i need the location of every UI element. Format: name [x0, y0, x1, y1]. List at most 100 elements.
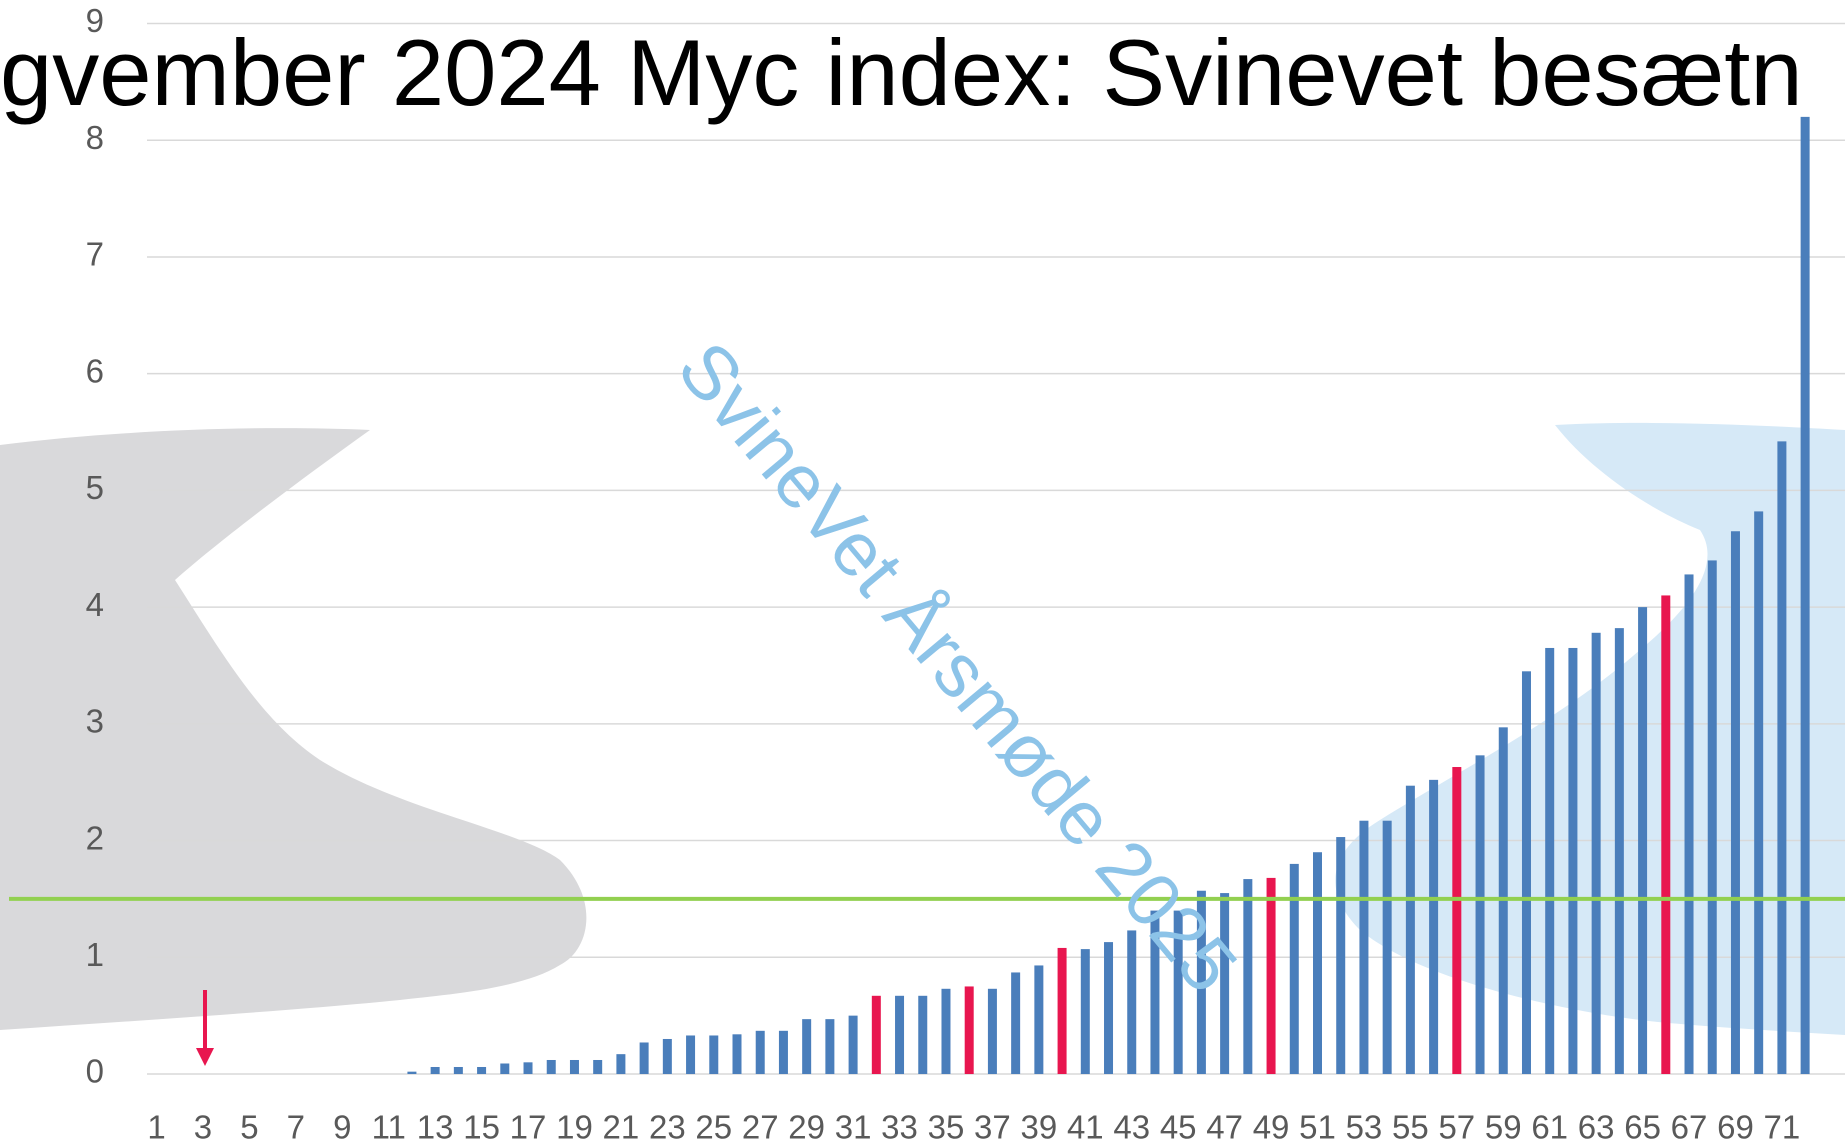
y-tick-label: 9 [86, 2, 104, 39]
bar [616, 1054, 626, 1074]
x-tick-label: 27 [742, 1109, 779, 1146]
bar [1336, 837, 1346, 1074]
bar [709, 1035, 719, 1074]
x-tick-label: 49 [1253, 1109, 1290, 1146]
x-tick-label: 25 [695, 1109, 732, 1146]
bar [1475, 755, 1485, 1074]
bar [1429, 779, 1439, 1074]
bar [1591, 632, 1601, 1074]
bar [755, 1030, 765, 1074]
bar [1614, 628, 1624, 1074]
bar [825, 1019, 835, 1074]
bar [1382, 820, 1392, 1074]
x-tick-label: 23 [649, 1109, 686, 1146]
x-tick-label: 29 [788, 1109, 825, 1146]
bar [871, 995, 881, 1074]
bar [1707, 560, 1717, 1074]
background-shape [1335, 422, 1845, 1035]
bar [1800, 116, 1810, 1074]
x-tick-label: 69 [1717, 1109, 1754, 1146]
bar [1638, 607, 1648, 1074]
x-tick-label: 39 [1021, 1109, 1058, 1146]
x-tick-label: 7 [287, 1109, 305, 1146]
bar [895, 995, 905, 1074]
bar [1243, 879, 1253, 1074]
x-tick-label: 55 [1392, 1109, 1429, 1146]
bar [500, 1063, 510, 1074]
bar [964, 986, 974, 1074]
y-tick-label: 5 [86, 469, 104, 506]
y-tick-label: 1 [86, 936, 104, 973]
x-tick-label: 41 [1067, 1109, 1104, 1146]
y-tick-label: 3 [86, 703, 104, 740]
bar [1011, 972, 1021, 1074]
chart-title: gvember 2024 Myc index: Svinevet besætn [0, 20, 1803, 125]
x-tick-label: 21 [603, 1109, 640, 1146]
bar [430, 1066, 440, 1074]
x-tick-label: 45 [1160, 1109, 1197, 1146]
bar [569, 1059, 579, 1074]
bar [1220, 893, 1230, 1074]
bar [1684, 574, 1694, 1074]
x-tick-label: 31 [835, 1109, 872, 1146]
bar [1196, 890, 1206, 1074]
y-tick-label: 7 [86, 236, 104, 273]
bar [593, 1059, 603, 1074]
x-tick-label: 13 [417, 1109, 454, 1146]
bar [1661, 595, 1671, 1074]
x-tick-label: 37 [974, 1109, 1011, 1146]
bar [1754, 511, 1764, 1074]
bar [1359, 820, 1369, 1074]
x-tick-label: 15 [463, 1109, 500, 1146]
y-tick-label: 0 [86, 1053, 104, 1090]
bar [1150, 910, 1160, 1074]
bar [802, 1019, 812, 1074]
bar [523, 1062, 533, 1074]
x-tick-label: 9 [333, 1109, 351, 1146]
bar [778, 1030, 788, 1074]
bar [732, 1034, 742, 1074]
x-tick-label: 57 [1438, 1109, 1475, 1146]
bar [407, 1071, 417, 1074]
bar [1545, 647, 1555, 1074]
bar [1521, 671, 1531, 1074]
x-tick-label: 19 [556, 1109, 593, 1146]
background-shape [0, 428, 587, 1030]
x-tick-label: 33 [881, 1109, 918, 1146]
bar [453, 1066, 463, 1074]
x-tick-label: 71 [1764, 1109, 1801, 1146]
bar [1104, 942, 1114, 1074]
x-tick-label: 17 [510, 1109, 547, 1146]
bar [987, 988, 997, 1074]
bar [1127, 930, 1137, 1074]
bar [546, 1059, 556, 1074]
bar [1313, 852, 1322, 1074]
bar [1266, 877, 1276, 1074]
bar [1034, 965, 1044, 1074]
x-tick-label: 5 [240, 1109, 258, 1146]
arrow-head [196, 1048, 214, 1066]
x-tick-label: 47 [1206, 1109, 1243, 1146]
x-tick-label: 61 [1531, 1109, 1568, 1146]
x-tick-label: 63 [1578, 1109, 1615, 1146]
bar [1057, 947, 1067, 1074]
y-tick-label: 6 [86, 352, 104, 389]
bar [1777, 441, 1787, 1074]
bar [1080, 949, 1090, 1074]
bar [1405, 785, 1415, 1074]
bar [941, 988, 951, 1074]
x-tick-label: 3 [194, 1109, 212, 1146]
x-tick-label: 65 [1624, 1109, 1661, 1146]
x-tick-label: 11 [372, 1109, 406, 1146]
y-tick-label: 4 [86, 586, 104, 623]
bar [1289, 863, 1299, 1074]
bar [686, 1035, 696, 1074]
bar [848, 1015, 858, 1074]
bar [1452, 767, 1462, 1074]
y-tick-label: 8 [86, 119, 104, 156]
bar [477, 1066, 487, 1074]
x-tick-label: 35 [928, 1109, 965, 1146]
x-tick-label: 43 [1113, 1109, 1150, 1146]
x-tick-label: 59 [1485, 1109, 1522, 1146]
